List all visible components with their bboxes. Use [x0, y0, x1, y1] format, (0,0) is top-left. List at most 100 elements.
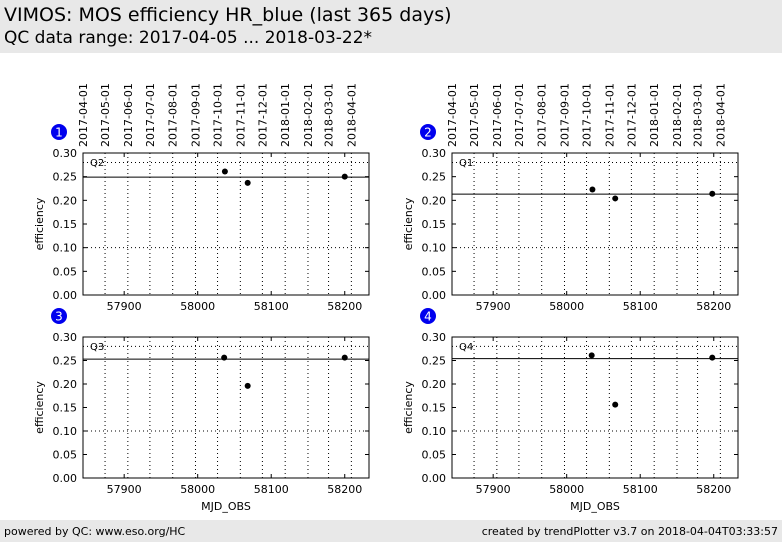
date-tick-label: 2017-09-01	[558, 83, 571, 147]
x-tick-label: 57900	[476, 300, 511, 313]
footer-created-by: created by trendPlotter v3.7 on 2018-04-…	[481, 525, 778, 538]
panel-number-badge	[51, 124, 67, 140]
date-tick-label: 2018-04-01	[345, 83, 358, 147]
y-tick-label: 0.05	[53, 265, 78, 278]
y-tick-label: 0.00	[53, 289, 78, 302]
y-tick-label: 0.00	[53, 472, 78, 485]
x-tick-label: 58100	[254, 300, 289, 313]
date-tick-label: 2018-03-01	[323, 83, 336, 147]
footer-powered-by: powered by QC: www.eso.org/HC	[4, 525, 186, 538]
y-tick-label: 0.00	[422, 472, 447, 485]
date-tick-label: 2018-04-01	[714, 83, 727, 147]
data-point	[221, 168, 228, 175]
date-tick-label: 2018-01-01	[648, 83, 661, 147]
date-tick-label: 2018-01-01	[279, 83, 292, 147]
y-tick-label: 0.10	[53, 242, 78, 255]
panel-3: 0.00 0.05 0.10 0.15 0.20 0.25 0.30 57900 58000 58…	[33, 308, 370, 513]
x-tick-label: 58200	[696, 483, 731, 496]
x-tick-label: 58000	[180, 483, 215, 496]
y-tick-label: 0.25	[53, 355, 78, 368]
data-point	[709, 354, 716, 361]
date-tick-label: 2017-04-01	[77, 83, 90, 147]
x-tick-label: 57900	[107, 483, 142, 496]
y-tick-label: 0.15	[422, 402, 447, 415]
y-tick-label: 0.10	[53, 425, 78, 438]
series-label: Q4	[459, 342, 473, 353]
panel-number-badge	[420, 124, 436, 140]
y-tick-label: 0.05	[422, 449, 447, 462]
date-tick-label: 2017-12-01	[256, 83, 269, 147]
date-tick-label: 2018-03-01	[692, 83, 705, 147]
panel-number-label: 3	[55, 310, 63, 324]
y-axis-label: efficiency	[402, 381, 415, 434]
date-tick-label: 2017-12-01	[625, 83, 638, 147]
y-tick-label: 0.15	[422, 218, 447, 231]
x-tick-label: 58200	[327, 483, 362, 496]
date-tick-label: 2017-05-01	[468, 83, 481, 147]
date-tick-label: 2017-07-01	[513, 83, 526, 147]
date-tick-label: 2017-06-01	[491, 83, 504, 147]
y-tick-label: 0.30	[422, 331, 447, 344]
date-tick-label: 2017-05-01	[99, 83, 112, 147]
y-axis-label: efficiency	[33, 381, 46, 434]
x-axis-label: MJD_OBS	[201, 500, 251, 513]
series-label: Q2	[90, 158, 104, 169]
data-point	[709, 190, 716, 197]
data-point	[221, 354, 228, 361]
y-tick-label: 0.20	[422, 378, 447, 391]
x-tick-label: 58000	[549, 300, 584, 313]
plot-frame	[82, 152, 370, 296]
data-point	[244, 179, 251, 186]
x-axis-label: MJD_OBS	[570, 500, 620, 513]
date-tick-label: 2017-11-01	[234, 83, 247, 147]
date-tick-label: 2017-10-01	[212, 83, 225, 147]
date-tick-label: 2017-08-01	[167, 83, 180, 147]
data-point	[244, 382, 251, 389]
y-tick-label: 0.25	[422, 171, 447, 184]
y-tick-label: 0.00	[422, 289, 447, 302]
x-tick-label: 58100	[623, 483, 658, 496]
date-tick-label: 2018-02-01	[302, 83, 315, 147]
x-tick-label: 58100	[623, 300, 658, 313]
x-tick-label: 58000	[549, 483, 584, 496]
x-tick-label: 58200	[327, 300, 362, 313]
x-tick-label: 57900	[476, 483, 511, 496]
panel-1: 0.00 0.05 0.10 0.15 0.20 0.25 0.30 57900 58000 58…	[33, 83, 370, 313]
date-tick-label: 2017-11-01	[603, 83, 616, 147]
series-label: Q1	[459, 158, 473, 169]
data-point	[341, 354, 348, 361]
panel-number-label: 4	[424, 310, 432, 324]
y-tick-label: 0.20	[53, 378, 78, 391]
data-point	[612, 195, 619, 202]
panel-number-label: 1	[55, 126, 63, 140]
y-axis-label: efficiency	[33, 197, 46, 250]
date-tick-label: 2017-08-01	[536, 83, 549, 147]
panel-number-badge	[420, 308, 436, 324]
x-tick-label: 57900	[107, 300, 142, 313]
y-tick-label: 0.05	[53, 449, 78, 462]
date-tick-label: 2017-09-01	[189, 83, 202, 147]
y-tick-label: 0.05	[422, 265, 447, 278]
x-tick-label: 58100	[254, 483, 289, 496]
date-tick-label: 2017-07-01	[144, 83, 157, 147]
series-label: Q3	[90, 342, 104, 353]
page-title: VIMOS: MOS efficiency HR_blue (last 365 …	[4, 4, 452, 26]
data-point	[588, 352, 595, 359]
y-tick-label: 0.25	[53, 171, 78, 184]
date-tick-label: 2017-10-01	[581, 83, 594, 147]
y-tick-label: 0.20	[53, 194, 78, 207]
y-tick-label: 0.30	[422, 147, 447, 160]
y-tick-label: 0.20	[422, 194, 447, 207]
date-tick-label: 2018-02-01	[671, 83, 684, 147]
panel-4: 0.00 0.05 0.10 0.15 0.20 0.25 0.30 57900 58000 58…	[402, 308, 739, 513]
y-axis-label: efficiency	[402, 197, 415, 250]
page-subtitle: QC data range: 2017-04-05 ... 2018-03-22…	[4, 28, 373, 48]
panel-number-label: 2	[424, 126, 432, 140]
report-footer: powered by QC: www.eso.org/HC created by…	[0, 520, 782, 542]
panel-2: 0.00 0.05 0.10 0.15 0.20 0.25 0.30 57900 58000 58…	[402, 83, 739, 313]
x-tick-label: 58000	[180, 300, 215, 313]
data-point	[341, 173, 348, 180]
report-header: VIMOS: MOS efficiency HR_blue (last 365 …	[0, 0, 782, 53]
data-point	[589, 186, 596, 193]
